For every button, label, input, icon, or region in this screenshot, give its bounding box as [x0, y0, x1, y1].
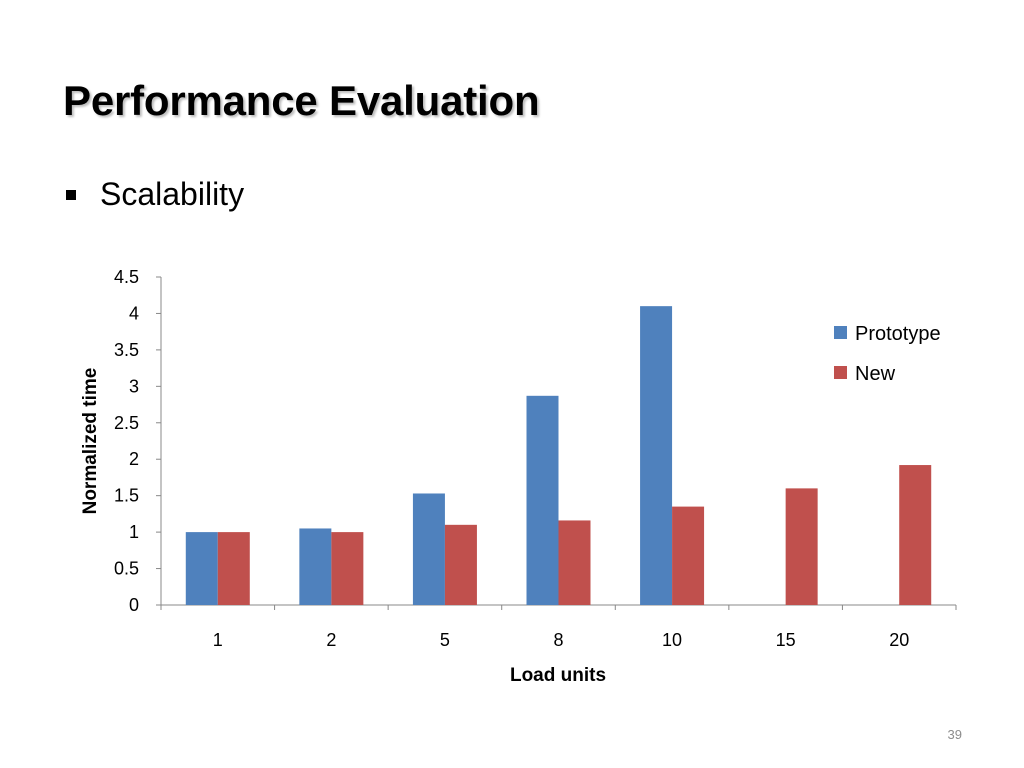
x-tick-label: 10	[662, 630, 682, 650]
legend-swatch-prototype	[834, 326, 847, 339]
x-tick-label: 15	[776, 630, 796, 650]
page-number: 39	[947, 727, 962, 742]
bar-prototype-2	[299, 528, 332, 605]
bar-prototype-8	[526, 395, 559, 605]
bullet-item: Scalability	[66, 176, 244, 213]
y-axis-title: Normalized time	[80, 368, 101, 515]
y-tick-label: 1.5	[114, 486, 139, 506]
y-tick-label: 4	[129, 303, 139, 323]
bar-prototype-5	[412, 493, 445, 605]
slide-title: Performance Evaluation	[63, 77, 540, 124]
bar-new-20	[899, 465, 932, 605]
y-tick-label: 3	[129, 376, 139, 396]
x-tick-label: 5	[440, 630, 450, 650]
bar-prototype-10	[640, 306, 673, 605]
bar-new-1	[217, 532, 250, 605]
bar-new-15	[785, 488, 818, 605]
legend-label-new: New	[855, 363, 896, 385]
x-tick-label: 20	[889, 630, 909, 650]
y-tick-label: 0.5	[114, 559, 139, 579]
y-tick-label: 4.5	[114, 267, 139, 287]
y-tick-label: 3.5	[114, 340, 139, 360]
bar-new-10	[672, 506, 705, 605]
x-axis-title: Load units	[510, 665, 606, 686]
x-tick-label: 8	[553, 630, 563, 650]
x-tick-label: 2	[326, 630, 336, 650]
legend-label-prototype: Prototype	[855, 323, 941, 345]
bar-new-2	[331, 532, 364, 605]
legend-swatch-new	[834, 366, 847, 379]
x-tick-label: 1	[213, 630, 223, 650]
bar-new-8	[558, 520, 591, 605]
y-tick-label: 0	[129, 595, 139, 615]
y-tick-label: 2	[129, 449, 139, 469]
square-bullet-icon	[66, 189, 76, 200]
y-tick-label: 1	[129, 522, 139, 542]
y-tick-label: 2.5	[114, 413, 139, 433]
bar-prototype-1	[185, 532, 218, 605]
bullet-text: Scalability	[100, 176, 245, 212]
bar-new-5	[444, 524, 477, 605]
